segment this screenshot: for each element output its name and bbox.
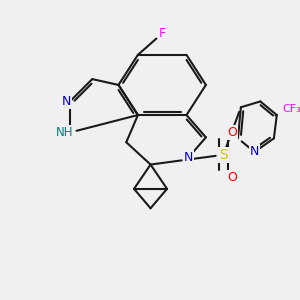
Text: O: O xyxy=(227,126,237,139)
Text: CF₃: CF₃ xyxy=(282,104,300,114)
Text: O: O xyxy=(227,171,237,184)
Text: N: N xyxy=(184,151,193,164)
Text: NH: NH xyxy=(56,126,74,139)
Text: S: S xyxy=(219,148,228,162)
Text: F: F xyxy=(159,27,166,40)
Text: N: N xyxy=(250,146,259,158)
Text: N: N xyxy=(61,95,71,108)
